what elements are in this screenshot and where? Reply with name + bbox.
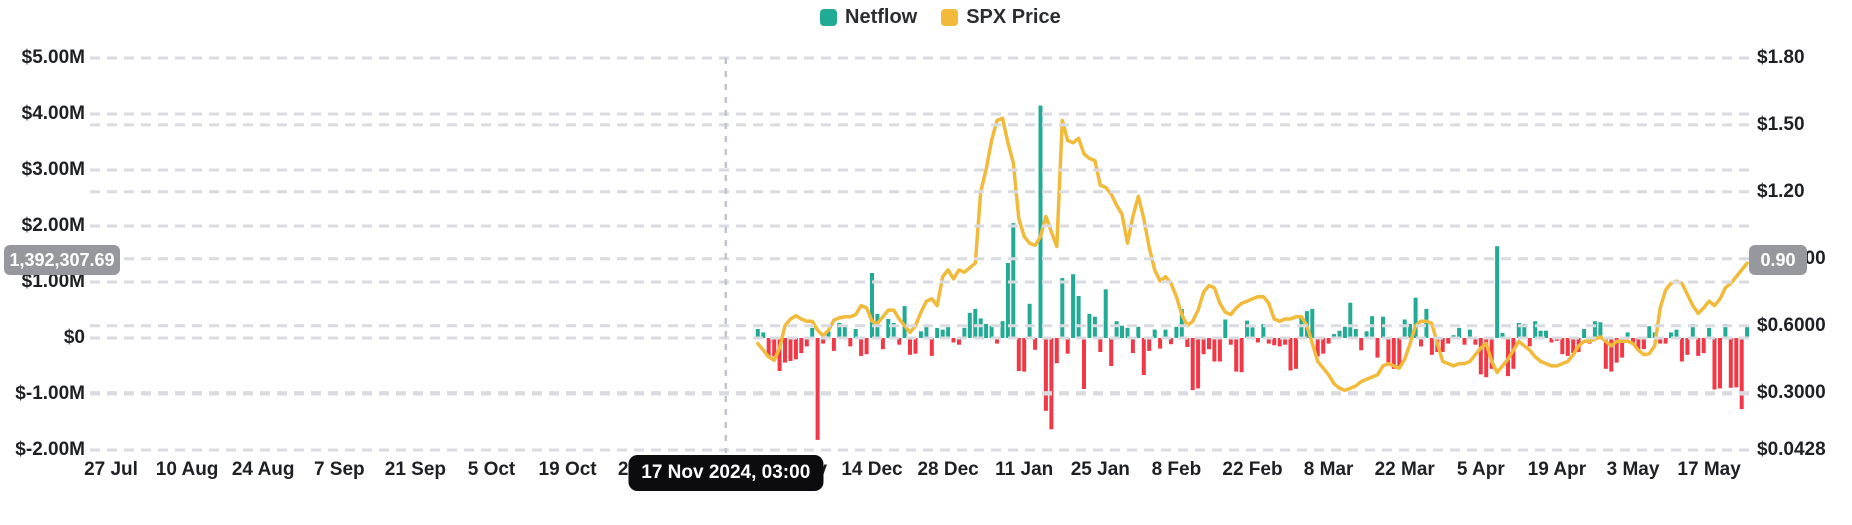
- spx-price-line: [756, 116, 1749, 393]
- x-axis-tick-label: 17 May: [1677, 459, 1741, 480]
- netflow-swatch-icon: [820, 9, 837, 26]
- x-axis-tick-label: 5 Apr: [1456, 459, 1505, 480]
- legend-item-spx-price[interactable]: SPX Price: [941, 6, 1061, 29]
- legend-label-netflow: Netflow: [845, 6, 918, 28]
- x-axis-tick-label: 22 Mar: [1374, 459, 1435, 480]
- x-axis-tick-label: 11 Jan: [995, 459, 1054, 480]
- legend-label-spx-price: SPX Price: [966, 6, 1061, 28]
- left-axis-tick-label: $-2.00M: [15, 439, 85, 460]
- left-axis-tick-label: $2.00M: [21, 215, 85, 236]
- gridlines: [90, 56, 1750, 452]
- left-axis-tick-label: $3.00M: [21, 159, 85, 180]
- left-axis-tick-label: $1.00M: [21, 271, 85, 292]
- x-axis-tick-label: 14 Dec: [841, 459, 903, 480]
- x-axis-tick-label: 27 Jul: [84, 459, 138, 480]
- legend-item-netflow[interactable]: Netflow: [820, 6, 917, 29]
- x-axis-tick-label: 19 Apr: [1527, 459, 1587, 480]
- crosshair-date-tooltip: 17 Nov 2024, 03:00: [628, 455, 824, 491]
- x-axis-tick-label: 19 Oct: [538, 459, 597, 480]
- netflow-bars: [755, 105, 1750, 440]
- x-axis-tick-label: 21 Sep: [384, 459, 447, 480]
- x-axis-tick-label: 5 Oct: [467, 459, 516, 480]
- x-axis-tick-label: 22 Feb: [1222, 459, 1283, 480]
- right-axis-tick-label: $1.50: [1757, 113, 1805, 135]
- x-axis-tick-label: 24 Aug: [231, 459, 295, 480]
- right-axis-crosshair-badge: 0.90: [1749, 245, 1807, 276]
- right-axis-tick-label: $1.20: [1757, 180, 1805, 202]
- x-axis-tick-label: 3 May: [1606, 459, 1660, 480]
- left-axis-tick-label: $4.00M: [21, 103, 85, 124]
- chart-legend: Netflow SPX Price: [820, 6, 1061, 29]
- spx-price-swatch-icon: [941, 9, 959, 26]
- left-axis-tick-label: $5.00M: [21, 47, 85, 68]
- x-axis-tick-label: 8 Feb: [1151, 459, 1202, 480]
- x-axis-tick-label: 7 Sep: [313, 459, 365, 480]
- x-axis-tick-label: 28 Dec: [917, 459, 979, 480]
- x-axis-tick-label: 25 Jan: [1070, 459, 1130, 480]
- x-axis-tick-label: 8 Mar: [1303, 459, 1354, 480]
- left-axis-tick-label: $-1.00M: [15, 383, 85, 404]
- left-axis-tick-label: $0: [63, 327, 85, 348]
- right-axis-tick-label: $0.3000: [1757, 381, 1826, 403]
- left-axis-crosshair-badge: 1,392,307.69: [4, 245, 120, 276]
- right-axis-tick-label: $0.0428: [1757, 439, 1826, 460]
- x-axis-tick-label: 10 Aug: [155, 459, 219, 480]
- right-axis-tick-label: $1.80: [1757, 47, 1805, 68]
- right-axis-tick-label: $0.6000: [1757, 314, 1826, 336]
